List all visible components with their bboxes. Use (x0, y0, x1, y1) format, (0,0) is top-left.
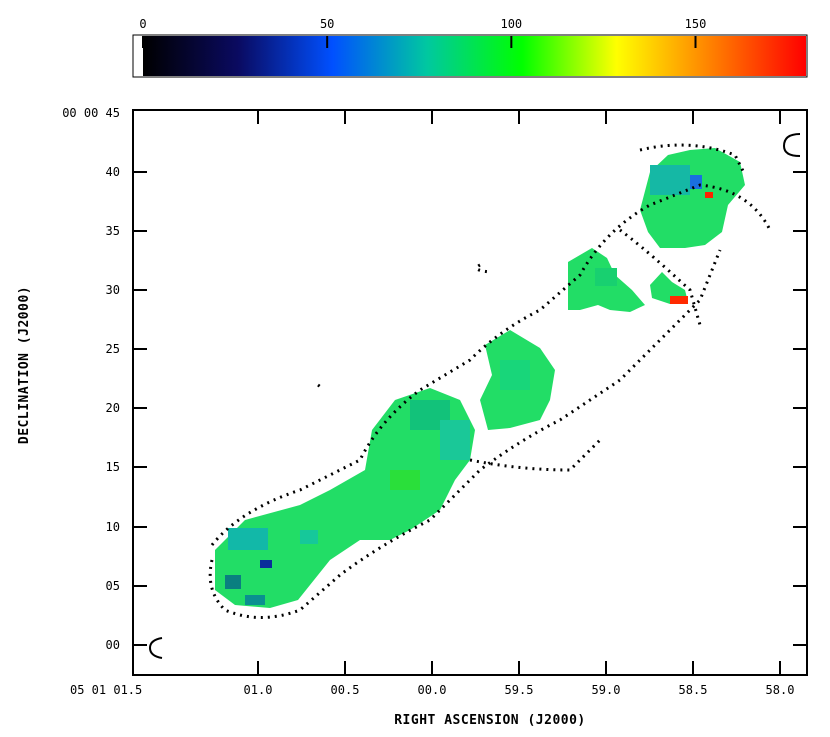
x-axis: 05 01 01.5 01.0 00.5 00.0 59.5 59.0 58.5 58.0 (70, 110, 794, 697)
y-axis-title: DECLINATION (J2000) (17, 286, 32, 444)
beam-marker-lower (148, 637, 163, 659)
colorbar-gradient (143, 36, 806, 76)
x-axis-title: RIGHT ASCENSION (J2000) (394, 713, 586, 728)
contour-line (210, 183, 772, 546)
x-tick-label: 05 01 01.5 (70, 683, 142, 697)
emission-color-patch (390, 470, 420, 490)
beam-marker (782, 133, 801, 157)
y-tick-label: 40 (106, 165, 120, 179)
y-tick-label: 05 (106, 579, 120, 593)
x-tick-label: 59.0 (592, 683, 621, 697)
contour-line (317, 383, 323, 390)
emission-color-patch (245, 595, 265, 605)
emission-map (215, 148, 745, 608)
contour-lines (208, 143, 772, 619)
colorbar-tick-label: 50 (320, 17, 334, 31)
y-tick-label: 20 (106, 401, 120, 415)
emission-region (215, 388, 475, 608)
emission-region (640, 148, 745, 248)
x-tick-label: 59.5 (505, 683, 534, 697)
emission-color-patch (705, 192, 713, 198)
plot-frame (132, 109, 808, 676)
colorbar-tick-label: 0 (139, 17, 146, 31)
x-tick-label: 58.5 (679, 683, 708, 697)
emission-color-patch (670, 296, 688, 304)
x-tick-label: 00.0 (418, 683, 447, 697)
emission-color-patch (225, 575, 241, 589)
contour-line (619, 228, 702, 326)
y-tick-label: 25 (106, 342, 120, 356)
contour-line (469, 438, 602, 472)
x-tick-label: 00.5 (331, 683, 360, 697)
x-tick-label: 58.0 (766, 683, 795, 697)
colorbar-ticks: 0 50 100 150 (139, 17, 706, 48)
colorbar-tick-label: 150 (685, 17, 707, 31)
y-tick-label: 15 (106, 460, 120, 474)
y-tick-label: 10 (106, 520, 120, 534)
contour-line (475, 263, 491, 274)
y-tick-label: 35 (106, 224, 120, 238)
emission-color-patch (500, 360, 530, 390)
y-tick-label: 00 00 45 (62, 106, 120, 120)
colorbar-tick-label: 100 (500, 17, 522, 31)
colorbar: 0 50 100 150 (132, 17, 808, 78)
emission-color-patch (228, 528, 268, 550)
x-tick-label: 01.0 (244, 683, 273, 697)
emission-color-patch (260, 560, 272, 568)
emission-color-patch (650, 165, 690, 195)
plot-area: 05 01 01.5 01.0 00.5 00.0 59.5 59.0 58.5 58.0 0… (62, 106, 808, 697)
emission-color-patch (300, 530, 318, 544)
emission-color-patch (440, 420, 470, 460)
emission-color-patch (595, 268, 617, 286)
y-tick-label: 00 (106, 638, 120, 652)
y-axis: 00 00 45 40 35 30 25 20 15 10 05 00 (62, 106, 807, 652)
emission-color-patch (690, 175, 702, 189)
y-tick-label: 30 (106, 283, 120, 297)
